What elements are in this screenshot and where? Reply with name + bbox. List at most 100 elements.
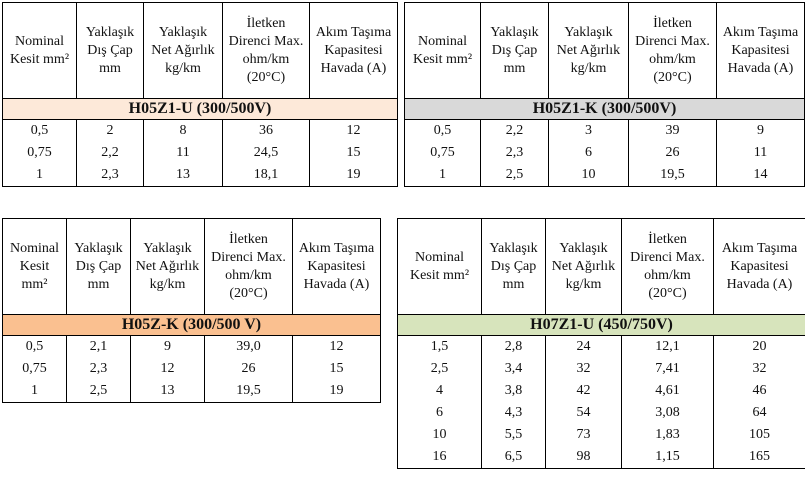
header-line: Kapasitesi [730,258,789,274]
data-cell: 19 [309,164,398,187]
header-line: İletken [229,231,268,247]
data-cell: 24 [545,335,622,358]
data-cell: 15 [309,142,398,164]
header-line: Direnci Max. [630,249,705,265]
data-cell: 0,75 [404,142,481,164]
data-cell: 18,1 [222,164,310,187]
header-line: Kapasitesi [324,42,383,58]
header-cell: Yaklaşık Net Ağırlık kg/km [130,218,205,315]
header-line: Akım Taşıma [722,24,799,40]
header-cell: İletken Direnci Max. ohm/km (20°C) [222,2,310,99]
header-line: Net Ağırlık [556,42,621,58]
data-cell: 0,5 [2,335,67,358]
header-line: Havada (A) [303,276,370,292]
data-cell: 9 [716,119,805,142]
header-cell: Nominal Kesit mm² [397,218,482,315]
cable-table: Nominal Kesit mm² Yaklaşık Dış Çap mm Yaklaşı… [2,2,398,187]
data-cell: 3,8 [481,380,546,402]
header-line: Yaklaşık [143,240,192,256]
data-cell: 2,1 [66,335,131,358]
header-line: ohm/km [225,267,272,283]
data-cell: 12 [309,119,398,142]
table-title: H05Z-K (300/500 V) [2,314,381,336]
data-cell: 24,5 [222,142,310,164]
header-cell: İletken Direnci Max. ohm/km (20°C) [621,218,714,315]
header-line: Akım Taşıma [298,240,375,256]
data-cell: 105 [713,424,805,446]
data-cell: 20 [713,335,805,358]
header-cell: İletken Direnci Max. ohm/km (20°C) [204,218,293,315]
data-cell: 39,0 [204,335,293,358]
data-cell: 7,41 [621,358,714,380]
data-cell: 6 [397,402,482,424]
header-line: Kesit mm² [409,267,470,283]
data-cell: 32 [713,358,805,380]
header-line: mm [87,276,110,292]
header-row: Nominal Kesit mm² Yaklaşık Dış Çap mm Yaklaşı… [397,218,805,315]
data-row: 16 6,5 98 1,15 165 [397,446,805,469]
header-line: (20°C) [653,69,692,85]
data-cell: 39 [628,119,717,142]
header-cell: Yaklaşık Dış Çap mm [76,2,144,99]
table: Nominal Kesit mm² Yaklaşık Dış Çap mm Yaklaşı… [397,218,805,469]
header-row: Nominal Kesit mm² Yaklaşık Dış Çap mm Yaklaşı… [404,2,805,99]
data-cell: 1 [2,164,77,187]
data-cell: 12,1 [621,335,714,358]
header-line: Kapasitesi [307,258,366,274]
data-cell: 42 [545,380,622,402]
data-cell: 32 [545,358,622,380]
header-line: Direnci Max. [228,33,304,49]
data-cell: 0,75 [2,142,77,164]
table-title: H05Z1-K (300/500V) [404,98,805,120]
data-cell: 165 [713,446,805,469]
data-cell: 0,5 [2,119,77,142]
title-row: H05Z1-U (300/500V) [2,98,398,120]
header-cell: Yaklaşık Net Ağırlık kg/km [545,218,622,315]
header-line: kg/km [149,276,186,292]
header-line: Kesit mm² [412,51,473,67]
data-cell: 1 [404,164,481,187]
header-cell: Yaklaşık Dış Çap mm [480,2,549,99]
data-cell: 2 [76,119,144,142]
title-row: H07Z1-U (450/750V) [397,314,805,336]
data-cell: 14 [716,164,805,187]
header-line: mm [99,60,121,76]
header-line: Nominal [10,240,59,256]
data-cell: 12 [130,358,205,380]
data-cell: 98 [545,446,622,469]
header-cell: Yaklaşık Net Ağırlık kg/km [143,2,223,99]
header-line: Nominal [15,33,64,49]
data-row: 2,5 3,4 32 7,41 32 [397,358,805,380]
title-row: H05Z-K (300/500 V) [2,314,381,336]
header-line: Direnci Max. [635,33,710,49]
table: Nominal Kesit mm² Yaklaşık Dış Çap mm Yaklaşı… [404,2,805,187]
data-cell: 64 [713,402,805,424]
data-cell: 10 [548,164,629,187]
header-line: Havada (A) [727,60,794,76]
data-row: 1 2,5 10 19,5 14 [404,164,805,187]
header-line: Kesit [19,258,50,274]
data-cell: 0,75 [2,358,67,380]
data-cell: 2,5 [480,164,549,187]
header-line: kg/km [565,276,602,292]
data-cell: 19,5 [628,164,717,187]
data-cell: 3,4 [481,358,546,380]
header-line: kg/km [570,60,607,76]
header-line: Yaklaşık [85,24,135,40]
data-cell: 9 [130,335,205,358]
header-line: Net Ağırlık [151,42,215,58]
header-line: ohm/km [242,51,290,67]
data-cell: 6,5 [481,446,546,469]
header-cell: Yaklaşık Net Ağırlık kg/km [548,2,629,99]
header-line: ohm/km [644,267,691,283]
header-line: Net Ağırlık [551,258,616,274]
data-cell: 54 [545,402,622,424]
header-cell: İletken Direnci Max. ohm/km (20°C) [628,2,717,99]
data-cell: 4,61 [621,380,714,402]
data-cell: 19 [292,380,381,403]
header-line: Kapasitesi [731,42,790,58]
header-cell: Nominal Kesit mm² [404,2,481,99]
header-line: kg/km [165,60,201,76]
header-line: mm [503,60,526,76]
